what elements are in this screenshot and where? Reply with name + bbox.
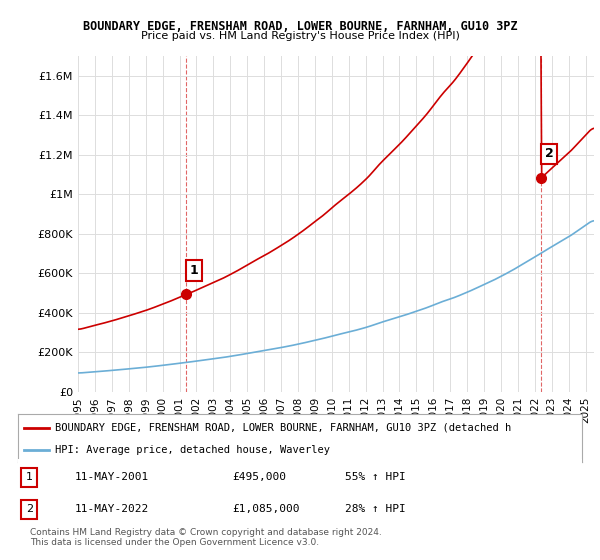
Text: £1,085,000: £1,085,000: [232, 505, 300, 515]
Text: Contains HM Land Registry data © Crown copyright and database right 2024.: Contains HM Land Registry data © Crown c…: [30, 528, 382, 536]
Text: 1: 1: [26, 472, 33, 482]
Text: BOUNDARY EDGE, FRENSHAM ROAD, LOWER BOURNE, FARNHAM, GU10 3PZ (detached h: BOUNDARY EDGE, FRENSHAM ROAD, LOWER BOUR…: [55, 423, 511, 433]
Text: Price paid vs. HM Land Registry's House Price Index (HPI): Price paid vs. HM Land Registry's House …: [140, 31, 460, 41]
Text: 28% ↑ HPI: 28% ↑ HPI: [345, 505, 406, 515]
Text: 2: 2: [26, 505, 33, 515]
Text: 55% ↑ HPI: 55% ↑ HPI: [345, 472, 406, 482]
Text: £495,000: £495,000: [232, 472, 286, 482]
Text: 11-MAY-2022: 11-MAY-2022: [74, 505, 149, 515]
Text: 11-MAY-2001: 11-MAY-2001: [74, 472, 149, 482]
Text: HPI: Average price, detached house, Waverley: HPI: Average price, detached house, Wave…: [55, 445, 329, 455]
Text: 1: 1: [190, 264, 199, 277]
Text: BOUNDARY EDGE, FRENSHAM ROAD, LOWER BOURNE, FARNHAM, GU10 3PZ: BOUNDARY EDGE, FRENSHAM ROAD, LOWER BOUR…: [83, 20, 517, 32]
Text: 2: 2: [545, 147, 554, 160]
Text: This data is licensed under the Open Government Licence v3.0.: This data is licensed under the Open Gov…: [30, 538, 319, 547]
